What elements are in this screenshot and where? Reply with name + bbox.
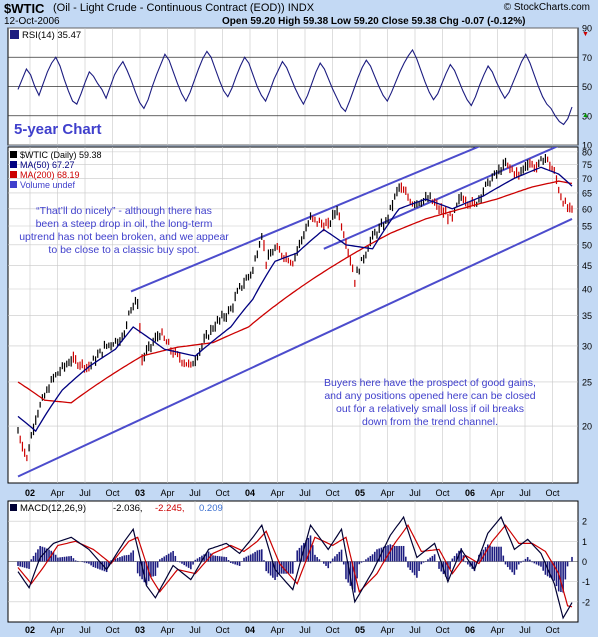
price-tick-label: 70 [582, 174, 592, 184]
macd-legend-signal: -2.245, [155, 503, 185, 514]
macd-x-label: Oct [105, 625, 120, 635]
price-tick-label: 20 [582, 422, 592, 432]
macd-x-label: Jul [189, 625, 201, 635]
channel-line-middle [323, 147, 559, 250]
rsi-tick-label: 30 [582, 111, 592, 121]
rsi-line [17, 48, 573, 126]
symbol-title: $WTIC [4, 1, 45, 16]
rsi-overbought-marker: ▼ [582, 31, 589, 38]
price-tick-label: 45 [582, 261, 592, 271]
macd-x-label: Jul [519, 625, 531, 635]
price-tick-label: 80 [582, 147, 592, 157]
rsi-oversold-marker: ▲ [582, 112, 589, 119]
rsi-tick-label: 70 [582, 53, 592, 63]
price-x-label: Jul [519, 488, 531, 498]
price-legend-item: Volume undef [20, 180, 76, 190]
price-x-label: Oct [325, 488, 340, 498]
price-x-label: Apr [270, 488, 284, 498]
price-x-label: 04 [245, 488, 255, 498]
macd-x-label: Oct [215, 625, 230, 635]
macd-x-label: Oct [325, 625, 340, 635]
price-legend-swatch [10, 161, 17, 168]
rsi-tick-label: 90 [582, 24, 592, 34]
macd-x-label: 02 [25, 625, 35, 635]
ohlc-readout: Open 59.20 High 59.38 Low 59.20 Close 59… [222, 16, 526, 27]
macd-x-label: 03 [135, 625, 145, 635]
macd-x-label: Jul [299, 625, 311, 635]
macd-x-label: Apr [380, 625, 394, 635]
macd-x-label: Apr [270, 625, 284, 635]
source-credit: © StockCharts.com [503, 2, 590, 13]
price-x-label: Jul [79, 488, 91, 498]
price-legend-item: $WTIC (Daily) 59.38 [20, 150, 102, 160]
price-x-label: Apr [160, 488, 174, 498]
price-tick-label: 40 [582, 284, 592, 294]
price-legend-item: MA(200) 68.19 [20, 170, 80, 180]
price-legend-swatch [10, 171, 17, 178]
price-tick-label: 75 [582, 160, 592, 170]
channel-line-lower [17, 218, 573, 478]
price-tick-label: 25 [582, 377, 592, 387]
macd-x-label: Oct [435, 625, 450, 635]
rsi-legend: RSI(14) 35.47 [22, 30, 81, 41]
price-tick-label: 55 [582, 221, 592, 231]
macd-legend-swatch [10, 504, 17, 511]
price-x-label: Oct [215, 488, 230, 498]
price-legend-item: MA(50) 67.27 [20, 160, 75, 170]
symbol-description: (Oil - Light Crude - Continuous Contract… [53, 2, 315, 14]
price-x-label: Apr [380, 488, 394, 498]
macd-x-label: Apr [490, 625, 504, 635]
price-x-label: Oct [105, 488, 120, 498]
price-x-label: Oct [545, 488, 560, 498]
macd-x-label: 04 [245, 625, 255, 635]
annotation-buy-spot: “That’ll do nicely” - although there has… [19, 205, 229, 256]
macd-legend-value: -2.036, [113, 503, 143, 514]
price-tick-label: 60 [582, 204, 592, 214]
macd-x-label: Oct [545, 625, 560, 635]
macd-tick-label: 0 [582, 557, 587, 567]
channel-line-upper [130, 147, 481, 293]
macd-tick-label: 2 [582, 517, 587, 527]
five-year-chart-label: 5-year Chart [14, 121, 102, 138]
macd-tick-label: -2 [582, 597, 590, 607]
macd-tick-label: -1 [582, 577, 590, 587]
macd-x-label: Jul [409, 625, 421, 635]
price-x-label: 06 [465, 488, 475, 498]
macd-x-label: Apr [50, 625, 64, 635]
price-x-label: Apr [50, 488, 64, 498]
rsi-tick-label: 50 [582, 82, 592, 92]
macd-line [17, 515, 573, 620]
price-x-label: 03 [135, 488, 145, 498]
price-tick-label: 50 [582, 240, 592, 250]
macd-x-label: Jul [79, 625, 91, 635]
ma50-line [17, 166, 573, 433]
price-tick-label: 65 [582, 188, 592, 198]
macd-x-label: 05 [355, 625, 365, 635]
annotation-trend-channel: Buyers here have the prospect of good ga… [324, 377, 536, 428]
price-x-label: Oct [435, 488, 450, 498]
macd-x-label: Apr [160, 625, 174, 635]
rsi-legend-swatch [10, 30, 19, 39]
price-legend-swatch [10, 181, 17, 188]
rsi-tick-label: 10 [582, 141, 592, 151]
price-x-label: Jul [409, 488, 421, 498]
ma200-line [17, 180, 573, 404]
macd-legend-histogram: 0.209 [199, 503, 223, 514]
macd-tick-label: 1 [582, 537, 587, 547]
macd-legend-label: MACD(12,26,9) [20, 503, 86, 514]
price-panel [7, 146, 579, 484]
macd-x-label: 06 [465, 625, 475, 635]
price-x-label: Jul [189, 488, 201, 498]
chart-date: 12-Oct-2006 [4, 16, 60, 27]
price-x-label: Apr [490, 488, 504, 498]
price-legend-swatch [10, 151, 17, 158]
price-x-label: 05 [355, 488, 365, 498]
price-tick-label: 35 [582, 311, 592, 321]
price-tick-label: 30 [582, 341, 592, 351]
price-x-label: 02 [25, 488, 35, 498]
price-x-label: Jul [299, 488, 311, 498]
